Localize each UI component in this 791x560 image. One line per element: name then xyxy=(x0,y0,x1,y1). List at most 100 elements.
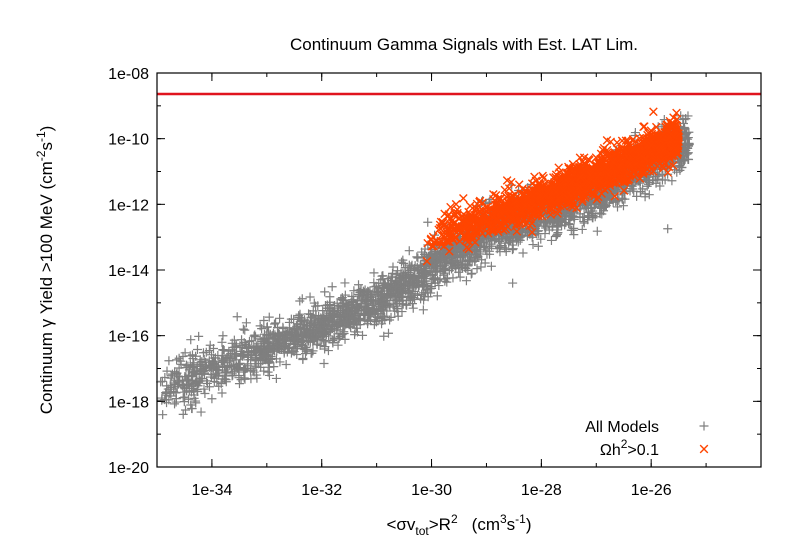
point-all-models xyxy=(618,201,628,211)
point-all-models xyxy=(232,350,242,360)
point-all-models xyxy=(433,275,443,285)
point-all-models xyxy=(200,389,210,399)
point-omega xyxy=(426,235,436,245)
point-omega xyxy=(437,237,447,247)
point-all-models xyxy=(269,335,279,345)
point-all-models xyxy=(250,330,260,340)
point-all-models xyxy=(395,291,405,301)
point-all-models xyxy=(377,312,387,322)
point-all-models xyxy=(432,291,442,301)
point-all-models xyxy=(225,354,235,364)
point-omega xyxy=(461,215,471,225)
point-all-models xyxy=(632,191,642,201)
point-all-models xyxy=(620,194,630,204)
point-all-models xyxy=(472,264,482,274)
point-omega xyxy=(647,140,656,150)
point-all-models xyxy=(197,357,207,367)
point-all-models xyxy=(264,358,274,368)
point-omega xyxy=(459,224,469,234)
point-all-models xyxy=(397,307,407,317)
point-all-models xyxy=(259,366,269,376)
point-all-models xyxy=(251,332,261,342)
point-all-models xyxy=(322,303,332,313)
point-omega xyxy=(519,214,529,224)
point-all-models xyxy=(217,337,227,347)
point-all-models xyxy=(251,347,261,357)
point-all-models xyxy=(438,265,448,275)
point-all-models xyxy=(348,313,358,323)
point-all-models xyxy=(677,163,687,173)
point-all-models xyxy=(630,131,640,141)
point-all-models xyxy=(275,313,285,323)
point-omega xyxy=(498,225,508,235)
point-all-models xyxy=(192,344,202,354)
point-all-models xyxy=(284,343,294,353)
point-omega xyxy=(575,182,585,191)
point-omega xyxy=(482,215,491,225)
point-omega xyxy=(502,176,512,185)
point-omega xyxy=(481,217,491,227)
point-all-models xyxy=(667,176,677,186)
point-all-models xyxy=(352,323,362,333)
point-all-models xyxy=(353,314,363,324)
point-omega xyxy=(666,130,676,139)
point-all-models xyxy=(442,277,452,287)
point-all-models-outlier xyxy=(207,394,217,404)
point-all-models xyxy=(391,282,401,292)
point-all-models xyxy=(590,212,600,222)
point-omega xyxy=(619,144,629,153)
point-all-models xyxy=(533,241,543,251)
point-all-models xyxy=(473,252,483,262)
point-all-models xyxy=(386,312,396,322)
point-all-models xyxy=(539,221,549,231)
point-all-models xyxy=(583,215,593,225)
point-all-models xyxy=(165,381,175,391)
point-omega xyxy=(497,210,507,219)
point-all-models xyxy=(403,289,413,299)
point-all-models xyxy=(218,331,228,341)
point-all-models xyxy=(518,248,528,258)
point-omega xyxy=(533,183,543,193)
point-all-models xyxy=(191,396,201,406)
point-omega xyxy=(590,191,599,201)
point-all-models-outlier xyxy=(178,409,188,419)
point-all-models xyxy=(513,232,523,242)
point-all-models xyxy=(180,372,190,382)
y-tick-label: 1e-16 xyxy=(108,329,149,346)
series-1 xyxy=(422,107,683,266)
point-all-models xyxy=(246,374,256,384)
point-all-models-outlier xyxy=(169,386,179,396)
point-all-models xyxy=(611,197,621,207)
point-all-models xyxy=(566,225,576,235)
point-all-models xyxy=(481,245,491,255)
point-all-models xyxy=(259,329,269,339)
point-all-models xyxy=(209,360,219,370)
point-omega xyxy=(491,191,501,200)
point-all-models xyxy=(234,364,244,374)
point-omega xyxy=(436,217,446,227)
point-all-models xyxy=(427,278,437,288)
point-omega xyxy=(602,136,612,145)
point-omega xyxy=(475,206,485,216)
chart-title: Continuum Gamma Signals with Est. LAT Li… xyxy=(290,35,638,54)
point-all-models xyxy=(503,228,513,238)
point-omega xyxy=(555,168,564,177)
point-omega xyxy=(576,192,586,202)
point-all-models xyxy=(684,140,694,150)
point-all-models xyxy=(180,348,190,358)
point-all-models xyxy=(583,211,593,221)
point-omega xyxy=(672,115,682,124)
point-omega xyxy=(611,149,620,159)
point-all-models xyxy=(416,294,426,304)
point-all-models xyxy=(271,342,281,352)
point-all-models xyxy=(298,354,308,364)
point-all-models xyxy=(244,337,254,347)
point-all-models xyxy=(320,287,330,297)
point-all-models xyxy=(372,284,382,294)
point-omega xyxy=(669,120,678,129)
point-all-models xyxy=(412,262,422,272)
point-all-models xyxy=(234,373,244,383)
point-all-models xyxy=(186,335,196,345)
point-all-models xyxy=(321,337,331,347)
point-omega xyxy=(576,172,585,182)
